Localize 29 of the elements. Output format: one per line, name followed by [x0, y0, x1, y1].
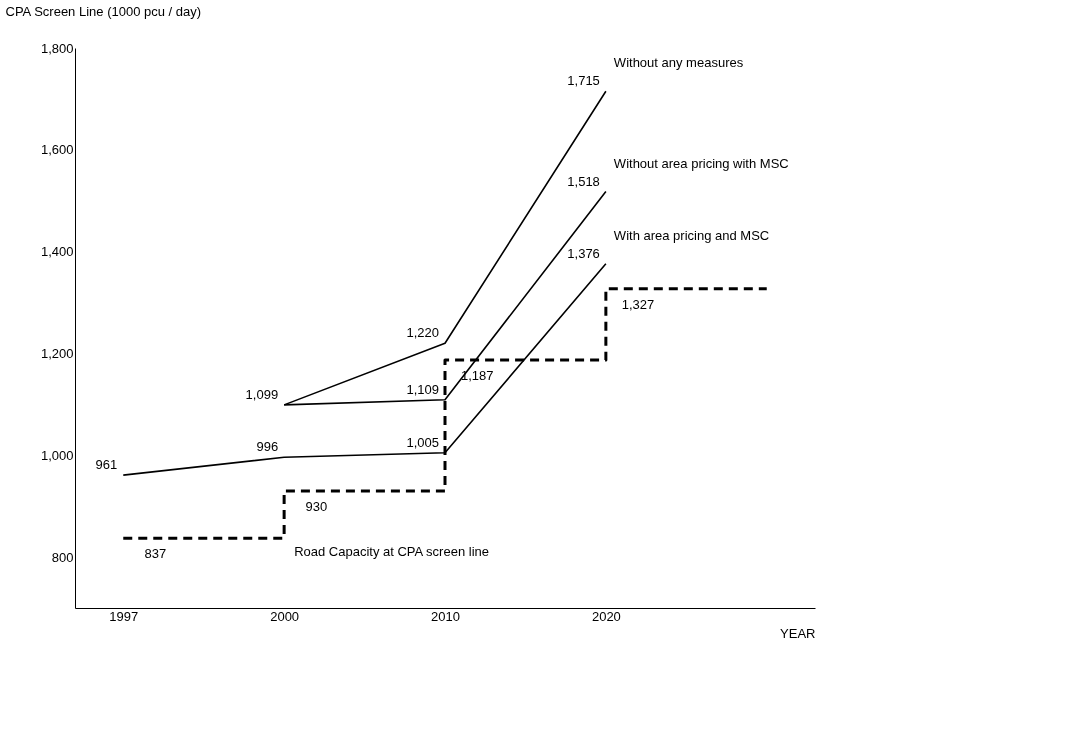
series-label: Road Capacity at CPA screen line: [294, 544, 490, 560]
x-tick-label: 2010: [431, 608, 460, 624]
data-label: 961: [95, 457, 118, 473]
data-label: 996: [256, 439, 279, 455]
y-tick-label: 800: [51, 549, 74, 565]
data-label: 1,376: [567, 245, 600, 261]
data-label: 1,099: [245, 386, 279, 402]
y-axis-title: CPA Screen Line (1000 pcu / day): [5, 3, 202, 19]
y-tick-label: 1,800: [40, 40, 74, 56]
data-label: 1,109: [406, 381, 439, 397]
y-tick-label: 1,400: [40, 244, 74, 260]
data-label: 1,715: [567, 73, 600, 89]
data-label: 1,327: [621, 296, 655, 312]
y-tick-label: 1,000: [40, 447, 74, 463]
series-label: With area pricing and MSC: [613, 227, 770, 243]
data-label: 837: [144, 546, 167, 562]
series-label: Without any measures: [613, 55, 744, 71]
y-tick-label: 1,600: [40, 142, 74, 158]
x-tick-label: 2020: [591, 608, 621, 624]
y-tick-label: 1,200: [40, 345, 74, 361]
data-label: 1,220: [406, 325, 439, 341]
series-label: Without area pricing with MSC: [613, 155, 789, 171]
x-axis-title: YEAR: [780, 625, 816, 641]
x-tick-label: 1997: [109, 608, 139, 624]
data-label: 1,005: [406, 434, 439, 450]
x-tick-label: 2000: [270, 608, 300, 624]
data-label: 930: [305, 498, 328, 514]
data-label: 1,518: [567, 173, 600, 189]
data-label: 1,187: [460, 368, 494, 384]
